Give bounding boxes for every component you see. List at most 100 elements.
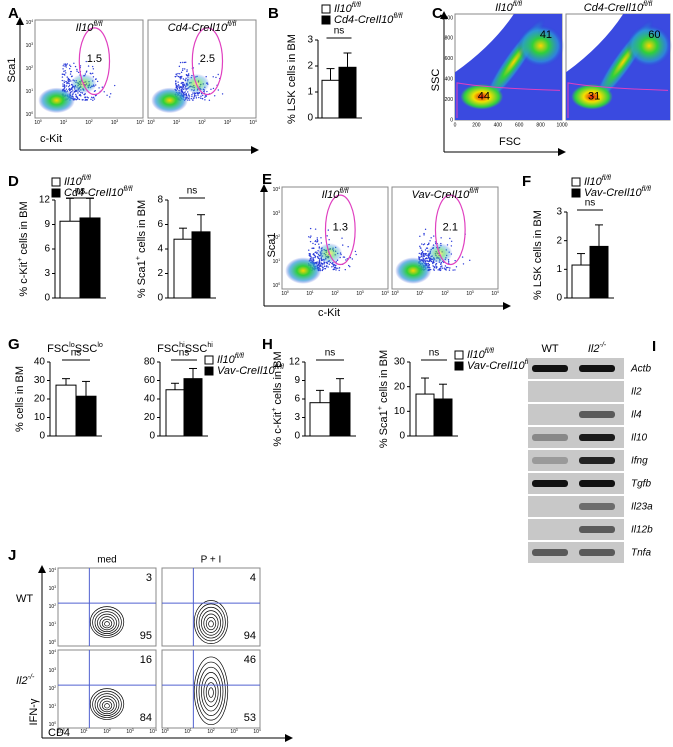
y-tick-label: 0 — [307, 113, 313, 124]
event-dot — [333, 264, 335, 266]
text-part: 0 — [397, 290, 399, 294]
y-tick-label: 200 — [445, 97, 454, 103]
significance-label: ns — [325, 348, 336, 359]
event-dot — [62, 73, 64, 75]
event-dot — [176, 75, 178, 77]
density-blob — [571, 83, 613, 110]
event-dot — [175, 82, 177, 85]
text-part: 1 — [31, 88, 33, 92]
event-dot — [435, 265, 437, 267]
contour — [201, 610, 221, 636]
text-part: fl/fl — [93, 20, 103, 28]
event-dot — [179, 73, 181, 75]
event-dot — [427, 260, 429, 262]
text-part: 3 — [132, 728, 134, 732]
gel-band — [579, 434, 615, 441]
event-dot — [204, 99, 206, 101]
event-dot — [418, 256, 420, 258]
event-dot — [62, 83, 64, 85]
bar — [79, 217, 101, 299]
event-dot — [68, 78, 71, 81]
event-dot — [85, 71, 88, 73]
text-part: 10 — [126, 729, 132, 735]
gel-strip — [528, 427, 624, 448]
event-dot — [444, 268, 447, 271]
text-part: 10 — [57, 729, 63, 735]
y-tick-label: 103 — [49, 667, 57, 674]
y-tick-label: 104 — [26, 19, 34, 26]
event-dot — [432, 265, 434, 267]
event-dot — [450, 245, 453, 247]
event-dot — [323, 263, 325, 265]
legend-swatch — [204, 355, 214, 365]
panel-label: D — [8, 173, 19, 190]
text-part: Vav-CreIl10 — [467, 360, 526, 372]
panel-label: A — [8, 5, 19, 22]
text-part: 10 — [306, 291, 312, 297]
contour — [198, 606, 224, 639]
y-tick-label: 0 — [294, 431, 300, 442]
plot-title: Il10fl/fl — [76, 20, 103, 34]
text-part: 2 — [278, 234, 280, 238]
event-dot — [309, 227, 312, 230]
bar — [338, 66, 357, 119]
y-tick-label: 20 — [394, 381, 406, 392]
text-part: cells in BM — [18, 201, 30, 257]
text-part: fl/fl — [642, 185, 652, 193]
event-dot — [445, 267, 448, 269]
text-part: 0 — [278, 282, 280, 286]
y-tick-label: 2 — [307, 61, 313, 72]
text-part: 2 — [54, 603, 56, 607]
text-part: 10 — [111, 120, 117, 126]
contour — [89, 606, 125, 638]
x-tick-label: 100 — [57, 728, 65, 735]
text-part: Il10 — [322, 189, 341, 201]
quadrant-value: 16 — [140, 654, 152, 666]
event-dot — [343, 256, 346, 258]
y-tick-label: 60 — [144, 375, 156, 386]
text-part: 10 — [49, 704, 55, 710]
text-part: % LSK cells in BM — [286, 34, 298, 124]
x-tick-label: 101 — [80, 728, 88, 735]
text-part: 10 — [49, 604, 55, 610]
event-dot — [320, 237, 322, 239]
text-part: 3 — [362, 290, 364, 294]
contour — [99, 616, 115, 631]
text-part: 10 — [207, 729, 213, 735]
y-tick-label: 12 — [39, 195, 51, 206]
text-part: 0 — [31, 111, 33, 115]
text-part: cells in BM — [272, 351, 284, 407]
event-dot — [447, 260, 450, 263]
event-dot — [70, 70, 72, 73]
event-dot — [186, 70, 188, 73]
text-part: 10 — [198, 120, 204, 126]
x-tick-label: 104 — [253, 728, 261, 735]
x-tick-label: 102 — [103, 728, 111, 735]
legend-label: Vav-CreIl10fl/fl — [217, 363, 284, 377]
bar — [55, 384, 77, 437]
text-part: fl/fl — [227, 20, 237, 28]
event-dot — [66, 82, 68, 85]
event-dot — [433, 235, 435, 237]
quadrant-value: 53 — [244, 712, 256, 724]
x-tick-label: 104 — [491, 290, 499, 297]
text-part: 10 — [26, 20, 32, 26]
text-part: 3 — [472, 290, 474, 294]
x-tick-label: 100 — [391, 290, 399, 297]
event-dot — [61, 76, 64, 78]
row-label: Il2-/- — [16, 673, 35, 687]
event-dot — [314, 228, 317, 230]
gate — [567, 82, 669, 118]
text-part: 2 — [204, 119, 206, 123]
event-dot — [200, 95, 202, 97]
text-part: 10 — [441, 291, 447, 297]
text-part: 4 — [259, 728, 261, 732]
event-dot — [191, 95, 193, 98]
gate-value: 2.1 — [443, 222, 458, 234]
y-tick-label: 1 — [307, 87, 313, 98]
gene-label: Ifng — [631, 456, 648, 467]
contour — [104, 621, 110, 627]
event-dot — [74, 65, 77, 68]
event-dot — [61, 79, 63, 82]
event-dot — [204, 95, 207, 97]
